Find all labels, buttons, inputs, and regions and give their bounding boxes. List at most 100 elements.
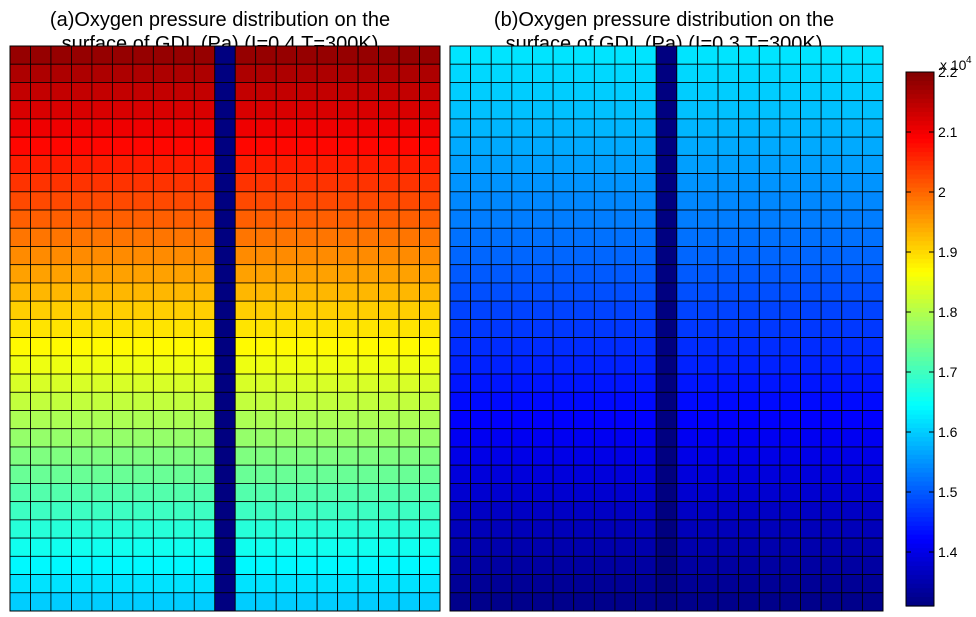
- heatmap-cell: [30, 300, 52, 320]
- heatmap-cell: [449, 446, 472, 466]
- heatmap-cell: [820, 136, 843, 156]
- heatmap-cell: [861, 337, 884, 357]
- heatmap-cell: [91, 227, 113, 247]
- heatmap-cell: [71, 82, 93, 102]
- heatmap-cell: [91, 45, 113, 65]
- heatmap-cell: [275, 264, 298, 284]
- heatmap-cell: [234, 282, 257, 302]
- heatmap-cell: [30, 483, 52, 503]
- heatmap-cell: [820, 519, 843, 539]
- colorbar-segment: [906, 517, 934, 523]
- heatmap-cell: [255, 264, 277, 284]
- heatmap-cell: [738, 82, 760, 102]
- heatmap-cell: [255, 227, 277, 247]
- heatmap-cell-channel: [655, 282, 678, 302]
- heatmap-cell: [676, 154, 698, 174]
- heatmap-cell: [635, 300, 657, 320]
- heatmap-cell: [173, 246, 195, 266]
- heatmap-cell: [296, 154, 318, 174]
- heatmap-cell: [132, 318, 154, 339]
- heatmap-cell: [193, 391, 216, 411]
- heatmap-cell: [91, 209, 113, 229]
- heatmap-cell: [779, 63, 801, 83]
- colorbar-segment: [906, 450, 934, 456]
- heatmap-cell: [316, 537, 339, 557]
- heatmap-cell: [470, 446, 492, 466]
- heatmap-cell: [152, 428, 175, 448]
- colorbar-segment: [906, 423, 934, 429]
- heatmap-cell: [820, 464, 843, 484]
- heatmap-cell-channel: [214, 555, 236, 575]
- heatmap-cell: [511, 209, 533, 229]
- heatmap-cell: [255, 464, 277, 484]
- heatmap-cell: [635, 373, 657, 393]
- heatmap-cell: [676, 63, 698, 83]
- heatmap-cell: [91, 246, 113, 266]
- heatmap-cell: [573, 246, 595, 266]
- heatmap-cell: [337, 264, 359, 284]
- heatmap-cell: [552, 555, 575, 575]
- heatmap-cell: [552, 209, 575, 229]
- heatmap-cell: [193, 373, 216, 393]
- heatmap-cell-channel: [655, 410, 678, 430]
- heatmap-cell: [532, 483, 554, 503]
- heatmap-cell-channel: [655, 154, 678, 174]
- heatmap-cell: [676, 501, 698, 521]
- heatmap-cell: [470, 173, 492, 193]
- heatmap-cell: [511, 282, 533, 302]
- heatmap-cell: [255, 118, 277, 138]
- colorbar-segment: [906, 508, 934, 514]
- heatmap-cell: [50, 191, 72, 211]
- heatmap-cell: [193, 446, 216, 466]
- colorbar-segment: [906, 223, 934, 229]
- heatmap-cell: [614, 63, 636, 83]
- heatmap-cell: [50, 246, 72, 266]
- heatmap-cell: [861, 264, 884, 284]
- heatmap-cell: [234, 555, 257, 575]
- heatmap-cell: [800, 391, 822, 411]
- heatmap-cell: [779, 264, 801, 284]
- heatmap-cell: [173, 537, 195, 557]
- heatmap-cell: [9, 592, 31, 612]
- heatmap-cell: [378, 592, 400, 612]
- heatmap-cell: [111, 373, 134, 393]
- colorbar-segment: [906, 72, 934, 78]
- heatmap-cell: [132, 173, 154, 193]
- heatmap-cell: [511, 464, 533, 484]
- heatmap-cell: [800, 246, 822, 266]
- heatmap-cell: [841, 227, 863, 247]
- colorbar-segment: [906, 445, 934, 451]
- heatmap-cell: [738, 574, 760, 594]
- colorbar-segment: [906, 125, 934, 131]
- heatmap-cell: [470, 537, 492, 557]
- heatmap-cell: [419, 300, 441, 320]
- heatmap-cell: [717, 136, 740, 156]
- heatmap-cell: [275, 118, 298, 138]
- heatmap-cell: [593, 209, 616, 229]
- heatmap-cell: [419, 592, 441, 612]
- heatmap-cell: [50, 318, 72, 339]
- heatmap-cell: [470, 209, 492, 229]
- heatmap-cell-channel: [214, 592, 236, 612]
- heatmap-cell: [820, 264, 843, 284]
- heatmap-cell: [635, 63, 657, 83]
- heatmap-cell: [378, 264, 400, 284]
- heatmap-cell: [614, 355, 636, 375]
- heatmap-cell: [173, 574, 195, 594]
- heatmap-cell: [71, 391, 93, 411]
- heatmap-cell: [111, 154, 134, 174]
- heatmap-cell-channel: [655, 483, 678, 503]
- colorbar-segment: [906, 552, 934, 558]
- heatmap-cell: [275, 355, 298, 375]
- heatmap-cell: [296, 428, 318, 448]
- heatmap-cell: [193, 63, 216, 83]
- heatmap-cell: [738, 537, 760, 557]
- heatmap-cell: [593, 373, 616, 393]
- heatmap-cell: [9, 264, 31, 284]
- heatmap-cell: [470, 428, 492, 448]
- heatmap-cell: [593, 574, 616, 594]
- heatmap-cell: [316, 391, 339, 411]
- heatmap-cell: [316, 410, 339, 430]
- heatmap-cell: [275, 464, 298, 484]
- heatmap-cell: [820, 355, 843, 375]
